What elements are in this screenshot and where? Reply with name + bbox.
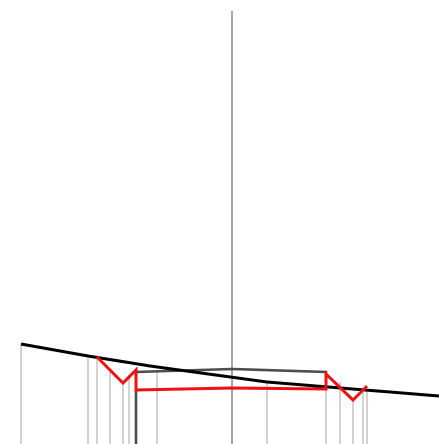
red-structure-outline	[95, 355, 369, 403]
vertical-reference-lines	[20, 345, 368, 444]
ground-profile-line	[20, 342, 439, 398]
